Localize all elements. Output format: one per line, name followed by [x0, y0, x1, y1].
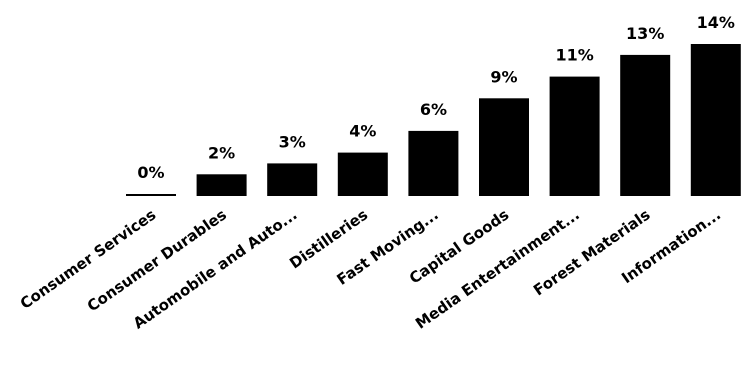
bar-value-label: 0% — [137, 163, 164, 182]
bar-value-label: 13% — [626, 24, 664, 43]
bar-value-label: 11% — [555, 46, 593, 65]
bar — [690, 44, 741, 196]
x-tick-label: Forest Materials — [530, 205, 653, 299]
bar — [126, 194, 176, 196]
bar — [408, 130, 459, 196]
bar-value-label: 2% — [208, 143, 235, 162]
bar — [620, 54, 671, 197]
value-labels-group: 0% 2% 3% 4% 6% 9% 11% 13% 14% — [137, 13, 735, 182]
bar — [267, 163, 318, 196]
bar-value-label: 3% — [279, 132, 306, 151]
bar-value-label: 4% — [349, 122, 376, 141]
bars-group — [126, 44, 741, 197]
bar — [479, 98, 529, 196]
bar — [337, 152, 388, 196]
bar — [549, 76, 600, 196]
bar-value-label: 14% — [697, 13, 735, 32]
bar — [196, 174, 247, 196]
bar-value-label: 6% — [420, 100, 447, 119]
bar-value-label: 9% — [490, 67, 517, 86]
